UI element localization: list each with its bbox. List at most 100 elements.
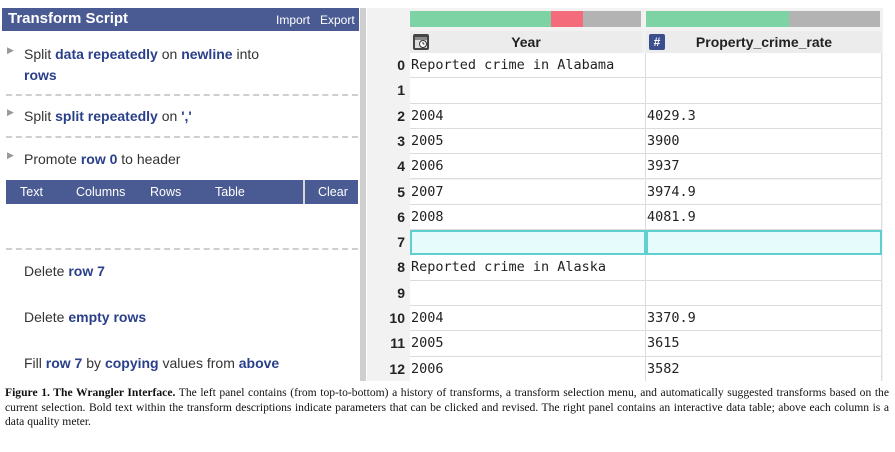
param[interactable]: row 7 bbox=[46, 355, 83, 371]
quality-missing-segment[interactable] bbox=[789, 11, 880, 27]
table-cell[interactable]: 3370.9 bbox=[646, 306, 882, 331]
table-cell[interactable]: Reported crime in Alaska bbox=[410, 255, 646, 280]
param[interactable]: above bbox=[239, 355, 279, 371]
param[interactable]: empty rows bbox=[68, 309, 146, 325]
table-row[interactable]: 11 2005 3615 bbox=[367, 331, 883, 356]
param[interactable]: newline bbox=[181, 46, 232, 62]
table-cell[interactable]: 2004 bbox=[410, 104, 646, 129]
transform-menu: Text Columns Rows Table Clear bbox=[6, 180, 358, 204]
table-row[interactable]: 10 2004 3370.9 bbox=[367, 306, 883, 331]
quality-valid-segment[interactable] bbox=[646, 11, 789, 27]
table-row[interactable]: 12 2006 3582 bbox=[367, 357, 883, 381]
table-cell[interactable]: 3900 bbox=[646, 129, 882, 154]
table-row[interactable]: 1 bbox=[367, 78, 883, 103]
table-cell[interactable]: 2008 bbox=[410, 205, 646, 230]
table-cell[interactable] bbox=[646, 281, 882, 306]
quality-meter[interactable] bbox=[646, 11, 880, 27]
table-cell[interactable] bbox=[410, 281, 646, 306]
column-header-year[interactable]: Year bbox=[410, 31, 642, 53]
expand-triangle-icon[interactable]: ▶ bbox=[7, 107, 14, 118]
menu-rows[interactable]: Rows bbox=[150, 185, 181, 199]
history-description: Split split repeatedly on ',' bbox=[24, 106, 354, 127]
table-cell[interactable] bbox=[646, 255, 882, 280]
table-cell[interactable]: 3615 bbox=[646, 331, 882, 356]
param[interactable]: row 0 bbox=[81, 151, 118, 167]
param[interactable]: row 7 bbox=[68, 263, 105, 279]
suggestion-item[interactable]: Delete row 7 bbox=[24, 263, 105, 279]
table-cell[interactable] bbox=[410, 78, 646, 103]
history-item[interactable]: ▶ Split data repeatedly on newline into … bbox=[2, 44, 359, 88]
quality-invalid-segment[interactable] bbox=[551, 11, 583, 27]
history-separator bbox=[6, 136, 358, 138]
suggestion-item[interactable]: Delete empty rows bbox=[24, 309, 146, 325]
figure-caption: Figure 1. The Wrangler Interface. The le… bbox=[5, 386, 889, 430]
table-row[interactable]: 3 2005 3900 bbox=[367, 129, 883, 154]
quality-meter[interactable] bbox=[410, 11, 641, 27]
row-number[interactable]: 12 bbox=[367, 357, 408, 381]
history-item[interactable]: ▶ Split split repeatedly on ',' bbox=[2, 106, 359, 128]
history-description: Promote row 0 to header bbox=[24, 149, 354, 170]
table-row[interactable]: 9 bbox=[367, 281, 883, 306]
row-number[interactable]: 4 bbox=[367, 154, 408, 179]
row-number[interactable]: 8 bbox=[367, 255, 408, 280]
table-cell[interactable]: Reported crime in Alabama bbox=[410, 53, 646, 78]
row-number[interactable]: 2 bbox=[367, 104, 408, 129]
table-row[interactable]: 0 Reported crime in Alabama bbox=[367, 53, 883, 78]
table-row[interactable]: 7 bbox=[367, 230, 883, 255]
column-name: Property_crime_rate bbox=[696, 34, 832, 50]
row-number[interactable]: 0 bbox=[367, 53, 408, 78]
table-row[interactable]: 5 2007 3974.9 bbox=[367, 180, 883, 205]
expand-triangle-icon[interactable]: ▶ bbox=[7, 45, 14, 56]
number-type-icon[interactable]: # bbox=[649, 34, 665, 50]
export-link[interactable]: Export bbox=[320, 13, 355, 27]
table-cell[interactable]: 4029.3 bbox=[646, 104, 882, 129]
table-row[interactable]: 6 2008 4081.9 bbox=[367, 205, 883, 230]
suggestion-separator bbox=[6, 248, 358, 250]
table-cell[interactable]: 2006 bbox=[410, 154, 646, 179]
row-number[interactable]: 11 bbox=[367, 331, 408, 356]
param[interactable]: data repeatedly bbox=[55, 46, 158, 62]
history-separator bbox=[6, 94, 358, 96]
table-row[interactable]: 2 2004 4029.3 bbox=[367, 104, 883, 129]
table-cell[interactable]: 2005 bbox=[410, 129, 646, 154]
table-cell[interactable] bbox=[646, 53, 882, 78]
table-cell[interactable] bbox=[646, 230, 882, 255]
table-cell[interactable] bbox=[410, 230, 646, 255]
table-cell[interactable]: 2005 bbox=[410, 331, 646, 356]
row-number[interactable]: 1 bbox=[367, 78, 408, 103]
expand-triangle-icon[interactable]: ▶ bbox=[7, 150, 14, 161]
column-header-property-crime-rate[interactable]: Property_crime_rate bbox=[646, 31, 882, 53]
row-number[interactable]: 5 bbox=[367, 180, 408, 205]
row-number[interactable]: 10 bbox=[367, 306, 408, 331]
row-number[interactable]: 6 bbox=[367, 205, 408, 230]
param[interactable]: rows bbox=[24, 67, 57, 83]
menu-divider bbox=[303, 180, 305, 204]
param[interactable]: copying bbox=[105, 355, 159, 371]
date-type-icon[interactable] bbox=[413, 34, 429, 50]
param[interactable]: ',' bbox=[181, 108, 192, 124]
quality-valid-segment[interactable] bbox=[410, 11, 551, 27]
table-row[interactable]: 8 Reported crime in Alaska bbox=[367, 255, 883, 280]
table-cell[interactable]: 2004 bbox=[410, 306, 646, 331]
table-row[interactable]: 4 2006 3937 bbox=[367, 154, 883, 179]
clear-button[interactable]: Clear bbox=[318, 185, 348, 199]
table-cell[interactable] bbox=[646, 78, 882, 103]
row-number[interactable]: 7 bbox=[367, 230, 408, 255]
history-item[interactable]: ▶ Promote row 0 to header bbox=[2, 149, 359, 171]
menu-text[interactable]: Text bbox=[20, 185, 43, 199]
panel-divider[interactable] bbox=[360, 8, 366, 381]
param[interactable]: split repeatedly bbox=[55, 108, 158, 124]
menu-columns[interactable]: Columns bbox=[76, 185, 125, 199]
table-cell[interactable]: 2006 bbox=[410, 357, 646, 381]
row-number[interactable]: 9 bbox=[367, 281, 408, 306]
table-cell[interactable]: 3582 bbox=[646, 357, 882, 381]
table-cell[interactable]: 3974.9 bbox=[646, 180, 882, 205]
menu-table[interactable]: Table bbox=[215, 185, 245, 199]
row-number[interactable]: 3 bbox=[367, 129, 408, 154]
table-cell[interactable]: 3937 bbox=[646, 154, 882, 179]
table-cell[interactable]: 2007 bbox=[410, 180, 646, 205]
import-link[interactable]: Import bbox=[276, 13, 310, 27]
quality-missing-segment[interactable] bbox=[583, 11, 641, 27]
table-cell[interactable]: 4081.9 bbox=[646, 205, 882, 230]
suggestion-item[interactable]: Fill row 7 by copying values from above bbox=[24, 355, 279, 371]
